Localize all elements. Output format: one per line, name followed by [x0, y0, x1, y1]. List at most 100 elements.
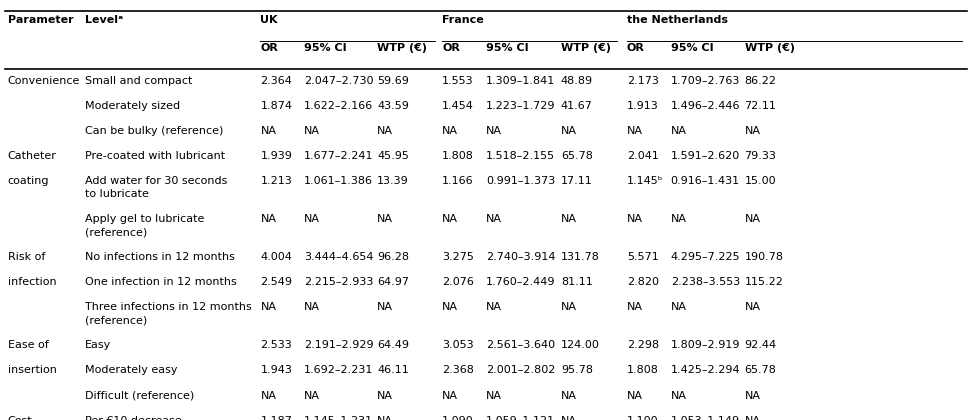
Text: Parameter: Parameter: [8, 15, 74, 25]
Text: Ease of: Ease of: [8, 340, 49, 350]
Text: No infections in 12 months: No infections in 12 months: [85, 252, 234, 262]
Text: Risk of: Risk of: [8, 252, 45, 262]
Text: 2.820: 2.820: [627, 277, 659, 287]
Text: 96.28: 96.28: [377, 252, 409, 262]
Text: 1.808: 1.808: [627, 365, 659, 375]
Text: NA: NA: [260, 391, 276, 401]
Text: 4.295–7.225: 4.295–7.225: [671, 252, 741, 262]
Text: NA: NA: [377, 302, 393, 312]
Text: 46.11: 46.11: [377, 365, 409, 375]
Text: Three infections in 12 months
(reference): Three infections in 12 months (reference…: [85, 302, 252, 325]
Text: NA: NA: [671, 391, 686, 401]
Text: NA: NA: [745, 126, 760, 136]
Text: 1.061–1.386: 1.061–1.386: [304, 176, 373, 186]
Text: NA: NA: [561, 416, 576, 420]
Text: NA: NA: [304, 391, 320, 401]
Text: 1.187: 1.187: [260, 416, 293, 420]
Text: NA: NA: [671, 302, 686, 312]
Text: 1.809–2.919: 1.809–2.919: [671, 340, 741, 350]
Text: NA: NA: [486, 214, 502, 224]
Text: OR: OR: [627, 43, 644, 53]
Text: 2.368: 2.368: [442, 365, 474, 375]
Text: 2.298: 2.298: [627, 340, 659, 350]
Text: Pre-coated with lubricant: Pre-coated with lubricant: [85, 151, 225, 161]
Text: 1.090: 1.090: [442, 416, 474, 420]
Text: NA: NA: [745, 302, 760, 312]
Text: 95.78: 95.78: [561, 365, 593, 375]
Text: 1.223–1.729: 1.223–1.729: [486, 101, 556, 111]
Text: 1.808: 1.808: [442, 151, 474, 161]
Text: 43.59: 43.59: [377, 101, 409, 111]
Text: infection: infection: [8, 277, 56, 287]
Text: 1.760–2.449: 1.760–2.449: [486, 277, 556, 287]
Text: 2.173: 2.173: [627, 76, 659, 86]
Text: NA: NA: [561, 391, 576, 401]
Text: 0.991–1.373: 0.991–1.373: [486, 176, 555, 186]
Text: 15.00: 15.00: [745, 176, 777, 186]
Text: NA: NA: [377, 416, 393, 420]
Text: NA: NA: [442, 214, 458, 224]
Text: NA: NA: [745, 214, 760, 224]
Text: NA: NA: [627, 214, 642, 224]
Text: 1.622–2.166: 1.622–2.166: [304, 101, 373, 111]
Text: 124.00: 124.00: [561, 340, 600, 350]
Text: 86.22: 86.22: [745, 76, 777, 86]
Text: 1.053–1.149: 1.053–1.149: [671, 416, 740, 420]
Text: NA: NA: [745, 416, 760, 420]
Text: NA: NA: [745, 391, 760, 401]
Text: 59.69: 59.69: [377, 76, 409, 86]
Text: Easy: Easy: [85, 340, 111, 350]
Text: 1.553: 1.553: [442, 76, 474, 86]
Text: WTP (€): WTP (€): [377, 43, 427, 53]
Text: 2.001–2.802: 2.001–2.802: [486, 365, 555, 375]
Text: coating: coating: [8, 176, 50, 186]
Text: 2.364: 2.364: [260, 76, 293, 86]
Text: 2.047–2.730: 2.047–2.730: [304, 76, 374, 86]
Text: NA: NA: [260, 126, 276, 136]
Text: NA: NA: [304, 214, 320, 224]
Text: 95% CI: 95% CI: [671, 43, 713, 53]
Text: 0.916–1.431: 0.916–1.431: [671, 176, 740, 186]
Text: 3.053: 3.053: [442, 340, 474, 350]
Text: 2.533: 2.533: [260, 340, 293, 350]
Text: 1.913: 1.913: [627, 101, 659, 111]
Text: NA: NA: [627, 391, 642, 401]
Text: 1.425–2.294: 1.425–2.294: [671, 365, 741, 375]
Text: Per €10 decrease: Per €10 decrease: [85, 416, 182, 420]
Text: NA: NA: [442, 302, 458, 312]
Text: NA: NA: [561, 302, 576, 312]
Text: Moderately sized: Moderately sized: [85, 101, 180, 111]
Text: 1.709–2.763: 1.709–2.763: [671, 76, 740, 86]
Text: 2.238–3.553: 2.238–3.553: [671, 277, 740, 287]
Text: 41.67: 41.67: [561, 101, 593, 111]
Text: NA: NA: [486, 126, 502, 136]
Text: 1.166: 1.166: [442, 176, 474, 186]
Text: Catheter: Catheter: [8, 151, 56, 161]
Text: 1.518–2.155: 1.518–2.155: [486, 151, 555, 161]
Text: NA: NA: [377, 214, 393, 224]
Text: Levelᵃ: Levelᵃ: [85, 15, 122, 25]
Text: WTP (€): WTP (€): [745, 43, 794, 53]
Text: 1.145–1.231: 1.145–1.231: [304, 416, 373, 420]
Text: 3.275: 3.275: [442, 252, 474, 262]
Text: 17.11: 17.11: [561, 176, 593, 186]
Text: insertion: insertion: [8, 365, 56, 375]
Text: Convenience: Convenience: [8, 76, 80, 86]
Text: 1.454: 1.454: [442, 101, 474, 111]
Text: 2.076: 2.076: [442, 277, 474, 287]
Text: 1.309–1.841: 1.309–1.841: [486, 76, 555, 86]
Text: NA: NA: [627, 302, 642, 312]
Text: NA: NA: [442, 391, 458, 401]
Text: 2.191–2.929: 2.191–2.929: [304, 340, 374, 350]
Text: 2.549: 2.549: [260, 277, 293, 287]
Text: 95% CI: 95% CI: [486, 43, 529, 53]
Text: OR: OR: [260, 43, 278, 53]
Text: the Netherlands: the Netherlands: [627, 15, 728, 25]
Text: 48.89: 48.89: [561, 76, 593, 86]
Text: 1.677–2.241: 1.677–2.241: [304, 151, 374, 161]
Text: 4.004: 4.004: [260, 252, 293, 262]
Text: NA: NA: [304, 126, 320, 136]
Text: NA: NA: [377, 391, 393, 401]
Text: 1.591–2.620: 1.591–2.620: [671, 151, 740, 161]
Text: 2.740–3.914: 2.740–3.914: [486, 252, 556, 262]
